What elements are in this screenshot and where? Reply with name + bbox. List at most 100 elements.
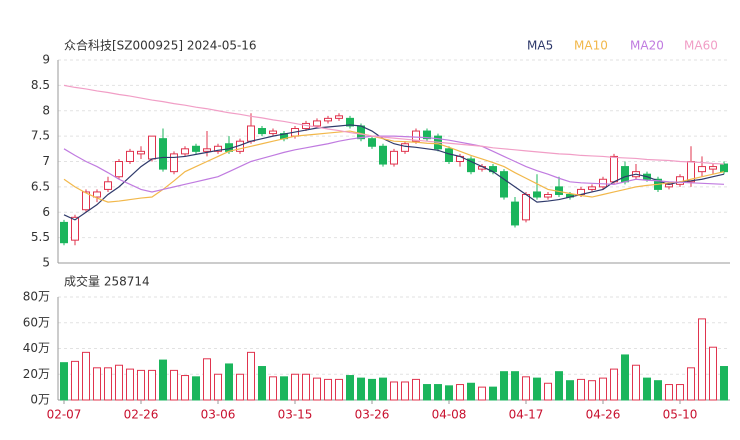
x-tick-label: 03-15 bbox=[278, 408, 313, 422]
volume-bar bbox=[181, 375, 189, 401]
candle-body bbox=[137, 150, 145, 155]
x-tick-label: 02-26 bbox=[124, 408, 159, 422]
volume-bar bbox=[137, 369, 145, 401]
volume-bar bbox=[291, 373, 299, 401]
volume-bar bbox=[203, 358, 211, 401]
ma-line bbox=[63, 130, 725, 203]
volume-bar bbox=[445, 385, 453, 401]
candle-body bbox=[621, 166, 629, 183]
volume-bar bbox=[225, 363, 233, 401]
volume-bar bbox=[71, 360, 79, 401]
y-tick-label: 60万 bbox=[23, 315, 50, 329]
volume-bar bbox=[555, 371, 563, 401]
candle-body bbox=[148, 135, 156, 160]
y-tick-label: 9 bbox=[42, 53, 50, 67]
ma-line bbox=[63, 135, 725, 193]
y-tick-label: 6.5 bbox=[31, 179, 50, 193]
y-tick-label: 40万 bbox=[23, 341, 50, 355]
candle-body bbox=[335, 115, 343, 119]
volume-bar bbox=[511, 371, 519, 401]
candle-body bbox=[720, 163, 728, 173]
volume-bar bbox=[643, 377, 651, 401]
volume-bar bbox=[676, 384, 684, 401]
volume-bar bbox=[302, 373, 310, 401]
candle-body bbox=[181, 148, 189, 155]
x-tick-label: 03-26 bbox=[355, 408, 390, 422]
volume-bar bbox=[247, 351, 255, 401]
candle-body bbox=[676, 176, 684, 185]
volume-bar bbox=[258, 366, 266, 401]
candle-body bbox=[709, 166, 717, 170]
candle-body bbox=[159, 138, 167, 170]
volume-bar bbox=[93, 367, 101, 401]
y-tick-label: 0万 bbox=[30, 393, 50, 407]
candle-body bbox=[401, 143, 409, 152]
volume-bar bbox=[665, 384, 673, 401]
volume-bar bbox=[522, 376, 530, 401]
candle-body bbox=[269, 130, 277, 135]
volume-bar bbox=[632, 364, 640, 401]
volume-title: 成交量 258714 bbox=[64, 274, 150, 289]
volume-bar bbox=[687, 367, 695, 401]
legend-label: MA10 bbox=[574, 39, 608, 53]
candle-body bbox=[60, 221, 68, 244]
candle-body bbox=[544, 193, 552, 198]
volume-bar bbox=[544, 382, 552, 401]
volume-bar bbox=[148, 369, 156, 401]
candle-body bbox=[203, 148, 211, 152]
volume-bar bbox=[192, 376, 200, 401]
volume-bar bbox=[357, 377, 365, 401]
candle-body bbox=[379, 145, 387, 165]
volume-bar bbox=[214, 373, 222, 401]
candle-body bbox=[126, 150, 134, 163]
candle-body bbox=[82, 191, 90, 211]
y-tick-label: 6 bbox=[42, 205, 50, 219]
volume-bar bbox=[401, 381, 409, 401]
legend-label: MA60 bbox=[684, 39, 718, 53]
volume-bar bbox=[368, 378, 376, 401]
volume-bar bbox=[599, 377, 607, 401]
candle-body bbox=[170, 153, 178, 173]
volume-bar bbox=[533, 377, 541, 401]
volume-bar bbox=[434, 384, 442, 401]
volume-bar bbox=[346, 375, 354, 401]
volume-bar bbox=[720, 366, 728, 401]
x-tick-label: 04-26 bbox=[586, 408, 621, 422]
volume-bar bbox=[698, 318, 706, 401]
y-tick-label: 5.5 bbox=[31, 230, 50, 244]
volume-bar bbox=[621, 354, 629, 401]
y-tick-label: 7.5 bbox=[31, 129, 50, 143]
candle-body bbox=[104, 181, 112, 190]
volume-bar bbox=[82, 351, 90, 401]
candle-body bbox=[522, 193, 530, 221]
y-tick-label: 8 bbox=[42, 103, 50, 117]
candle-body bbox=[511, 201, 519, 226]
volume-bar bbox=[500, 371, 508, 401]
volume-bar bbox=[423, 384, 431, 401]
volume-bar bbox=[709, 346, 717, 401]
volume-bar bbox=[159, 359, 167, 401]
y-tick-label: 5 bbox=[42, 256, 50, 270]
candle-body bbox=[412, 130, 420, 142]
candle-body bbox=[698, 166, 706, 173]
candle-body bbox=[467, 158, 475, 173]
candle-body bbox=[192, 145, 200, 152]
y-tick-label: 8.5 bbox=[31, 78, 50, 92]
candle-body bbox=[500, 171, 508, 198]
legend-label: MA5 bbox=[527, 39, 553, 53]
volume-bar bbox=[456, 384, 464, 401]
volume-bar bbox=[60, 362, 68, 401]
candle-body bbox=[258, 128, 266, 135]
volume-bar bbox=[335, 378, 343, 401]
x-tick-label: 03-06 bbox=[201, 408, 236, 422]
volume-bar bbox=[104, 367, 112, 401]
volume-bar bbox=[170, 369, 178, 401]
candle-body bbox=[390, 150, 398, 165]
candle-body bbox=[214, 145, 222, 152]
volume-bar bbox=[566, 380, 574, 401]
legend-label: MA20 bbox=[630, 39, 664, 53]
candle-body bbox=[324, 117, 332, 122]
candle-body bbox=[71, 216, 79, 241]
candle-body bbox=[313, 120, 321, 127]
